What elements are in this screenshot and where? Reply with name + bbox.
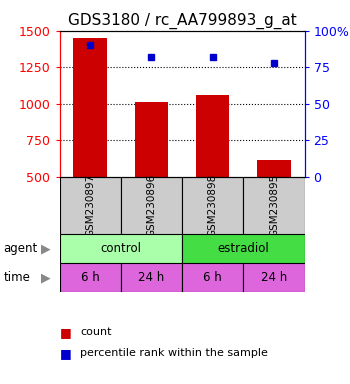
Bar [257,160,291,250]
Text: GSM230897: GSM230897 [85,174,95,237]
Bar [243,177,304,234]
Text: ▶: ▶ [41,242,50,255]
Text: count: count [80,327,112,337]
Text: agent: agent [4,242,38,255]
Text: GSM230896: GSM230896 [146,174,156,237]
Text: 6 h: 6 h [203,271,222,284]
Bar [182,177,243,234]
Bar [196,95,230,250]
Bar [243,263,304,292]
Text: 6 h: 6 h [81,271,99,284]
Text: 24 h: 24 h [261,271,287,284]
Bar [60,177,121,234]
Bar [182,263,243,292]
Text: control: control [100,242,141,255]
Text: ■: ■ [60,326,71,339]
Bar [60,263,121,292]
Text: GSM230895: GSM230895 [269,174,279,237]
Text: 24 h: 24 h [138,271,164,284]
Text: time: time [4,271,30,284]
Bar [121,177,182,234]
Bar [134,102,168,250]
Bar [60,234,182,263]
Text: estradiol: estradiol [217,242,269,255]
Text: percentile rank within the sample: percentile rank within the sample [80,348,268,358]
Bar [182,234,304,263]
Text: ▶: ▶ [41,271,50,284]
Bar [121,263,182,292]
Text: ■: ■ [60,347,71,360]
Title: GDS3180 / rc_AA799893_g_at: GDS3180 / rc_AA799893_g_at [68,13,296,29]
Bar [73,38,107,250]
Text: GSM230898: GSM230898 [208,174,218,237]
